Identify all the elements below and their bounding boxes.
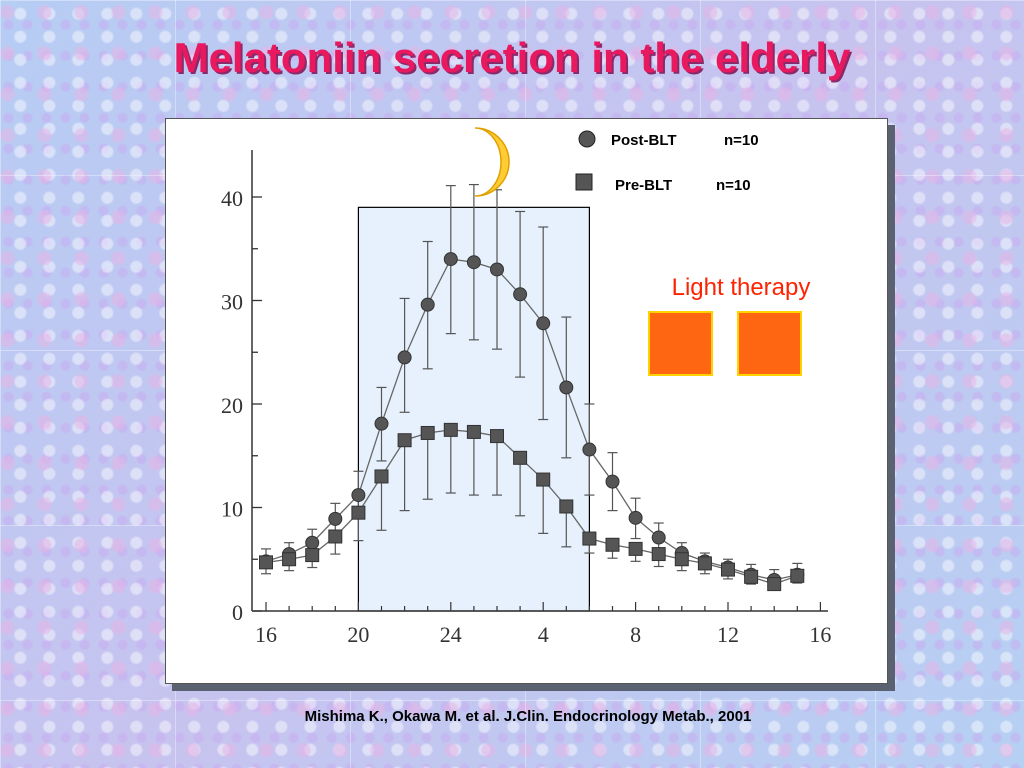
data-point-post-blt: [628, 510, 643, 525]
x-tick-label: 20: [347, 622, 369, 647]
data-point-pre-blt: [536, 472, 551, 487]
data-point-pre-blt: [744, 569, 759, 584]
data-point-post-blt: [443, 252, 458, 267]
legend: Post-BLT n=10 Pre-BLT n=10: [575, 130, 759, 194]
y-tick-label: 0: [232, 600, 243, 625]
data-point-pre-blt: [351, 505, 366, 520]
legend-marker-pre-blt: [575, 173, 593, 191]
data-point-post-blt: [490, 262, 504, 277]
data-point-pre-blt: [559, 499, 574, 514]
data-point-post-blt: [559, 380, 574, 395]
data-point-pre-blt: [721, 562, 735, 577]
y-tick-label: 20: [221, 393, 243, 418]
data-point-post-blt: [397, 350, 412, 365]
data-point-pre-blt: [490, 429, 504, 444]
data-point-pre-blt: [790, 568, 805, 583]
x-tick-label: 8: [630, 622, 641, 647]
data-point-post-blt: [351, 488, 366, 503]
data-point-pre-blt: [466, 424, 481, 439]
y-tick-label: 30: [221, 290, 243, 315]
y-tick-label: 10: [221, 497, 243, 522]
x-tick-label: 12: [717, 622, 739, 647]
legend-label-pre-blt: Pre-BLT: [615, 177, 672, 194]
data-point-pre-blt: [767, 577, 782, 592]
y-tick-label: 40: [221, 186, 243, 211]
data-point-post-blt: [651, 530, 666, 545]
legend-n-post-blt: n=10: [724, 132, 759, 149]
data-point-pre-blt: [259, 555, 273, 570]
light-box-right: [737, 311, 802, 376]
data-point-pre-blt: [305, 548, 320, 563]
data-point-pre-blt: [397, 433, 412, 448]
data-point-post-blt: [536, 316, 551, 331]
data-point-post-blt: [420, 297, 435, 312]
light-box-left: [648, 311, 713, 376]
x-tick-label: 16: [809, 622, 831, 647]
x-tick-label: 16: [255, 622, 277, 647]
data-point-pre-blt: [443, 422, 458, 437]
data-point-pre-blt: [282, 552, 297, 567]
data-point-post-blt: [582, 442, 597, 457]
legend-label-post-blt: Post-BLT: [611, 132, 677, 149]
data-point-pre-blt: [605, 537, 620, 552]
slide-title: Melatoniin secretion in the elderly: [173, 34, 851, 81]
data-point-pre-blt: [328, 529, 343, 544]
legend-marker-post-blt: [578, 130, 596, 148]
data-point-post-blt: [513, 287, 528, 302]
data-point-post-blt: [328, 511, 343, 526]
data-point-pre-blt: [374, 469, 389, 484]
x-tick-label: 4: [538, 622, 549, 647]
data-point-post-blt: [305, 535, 320, 550]
x-tick-label: 24: [440, 622, 462, 647]
data-point-pre-blt: [697, 556, 712, 571]
data-point-pre-blt: [651, 547, 666, 562]
data-point-pre-blt: [513, 450, 528, 465]
data-point-pre-blt: [674, 552, 689, 567]
light-therapy-label: Light therapy: [672, 274, 811, 301]
citation: Mishima K., Okawa M. et al. J.Clin. Endo…: [304, 708, 752, 725]
data-point-post-blt: [466, 255, 481, 270]
chart-axes: 0 10 20 30 40 16 20 24 4 8 12 16: [221, 150, 831, 647]
data-point-pre-blt: [420, 425, 435, 440]
data-point-pre-blt: [582, 531, 597, 546]
crescent-moon-icon: [474, 127, 510, 197]
light-therapy-annotation: Light therapy: [648, 274, 811, 376]
data-point-post-blt: [605, 474, 620, 489]
data-markers: [259, 252, 805, 592]
legend-n-pre-blt: n=10: [716, 177, 751, 194]
data-point-post-blt: [374, 416, 389, 431]
data-point-pre-blt: [628, 541, 643, 556]
